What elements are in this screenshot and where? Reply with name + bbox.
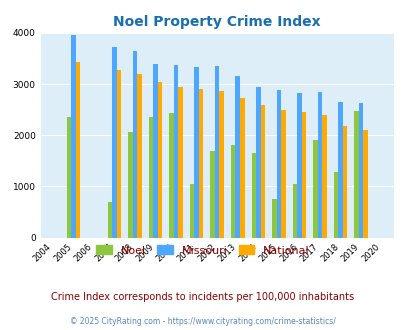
Bar: [280, 110, 285, 238]
Bar: [271, 199, 276, 238]
Bar: [292, 184, 296, 238]
Text: Crime Index corresponds to incidents per 100,000 inhabitants: Crime Index corresponds to incidents per…: [51, 292, 354, 302]
Bar: [169, 113, 173, 238]
Bar: [260, 105, 264, 238]
Bar: [190, 184, 194, 238]
Bar: [230, 145, 235, 238]
Bar: [137, 74, 141, 238]
Bar: [239, 98, 244, 238]
Bar: [342, 126, 346, 238]
Bar: [128, 132, 132, 238]
Bar: [107, 202, 112, 238]
Bar: [251, 153, 256, 238]
Title: Noel Property Crime Index: Noel Property Crime Index: [113, 15, 320, 29]
Bar: [312, 140, 317, 238]
Bar: [301, 112, 305, 238]
Bar: [337, 102, 342, 238]
Bar: [71, 35, 75, 238]
Bar: [198, 89, 203, 238]
Legend: Noel, Missouri, National: Noel, Missouri, National: [92, 241, 313, 260]
Bar: [210, 150, 214, 238]
Bar: [112, 47, 117, 238]
Bar: [66, 117, 71, 238]
Bar: [276, 90, 280, 238]
Bar: [158, 82, 162, 238]
Bar: [194, 67, 198, 238]
Bar: [149, 117, 153, 238]
Bar: [153, 64, 158, 238]
Bar: [353, 111, 358, 238]
Bar: [214, 66, 219, 238]
Bar: [321, 115, 326, 238]
Bar: [117, 70, 121, 238]
Bar: [75, 62, 80, 238]
Bar: [178, 87, 183, 238]
Bar: [132, 51, 137, 238]
Bar: [296, 93, 301, 238]
Text: © 2025 CityRating.com - https://www.cityrating.com/crime-statistics/: © 2025 CityRating.com - https://www.city…: [70, 317, 335, 326]
Bar: [362, 130, 367, 238]
Bar: [219, 91, 224, 238]
Bar: [256, 87, 260, 238]
Bar: [358, 103, 362, 238]
Bar: [333, 172, 337, 238]
Bar: [173, 65, 178, 238]
Bar: [235, 76, 239, 238]
Bar: [317, 92, 321, 238]
